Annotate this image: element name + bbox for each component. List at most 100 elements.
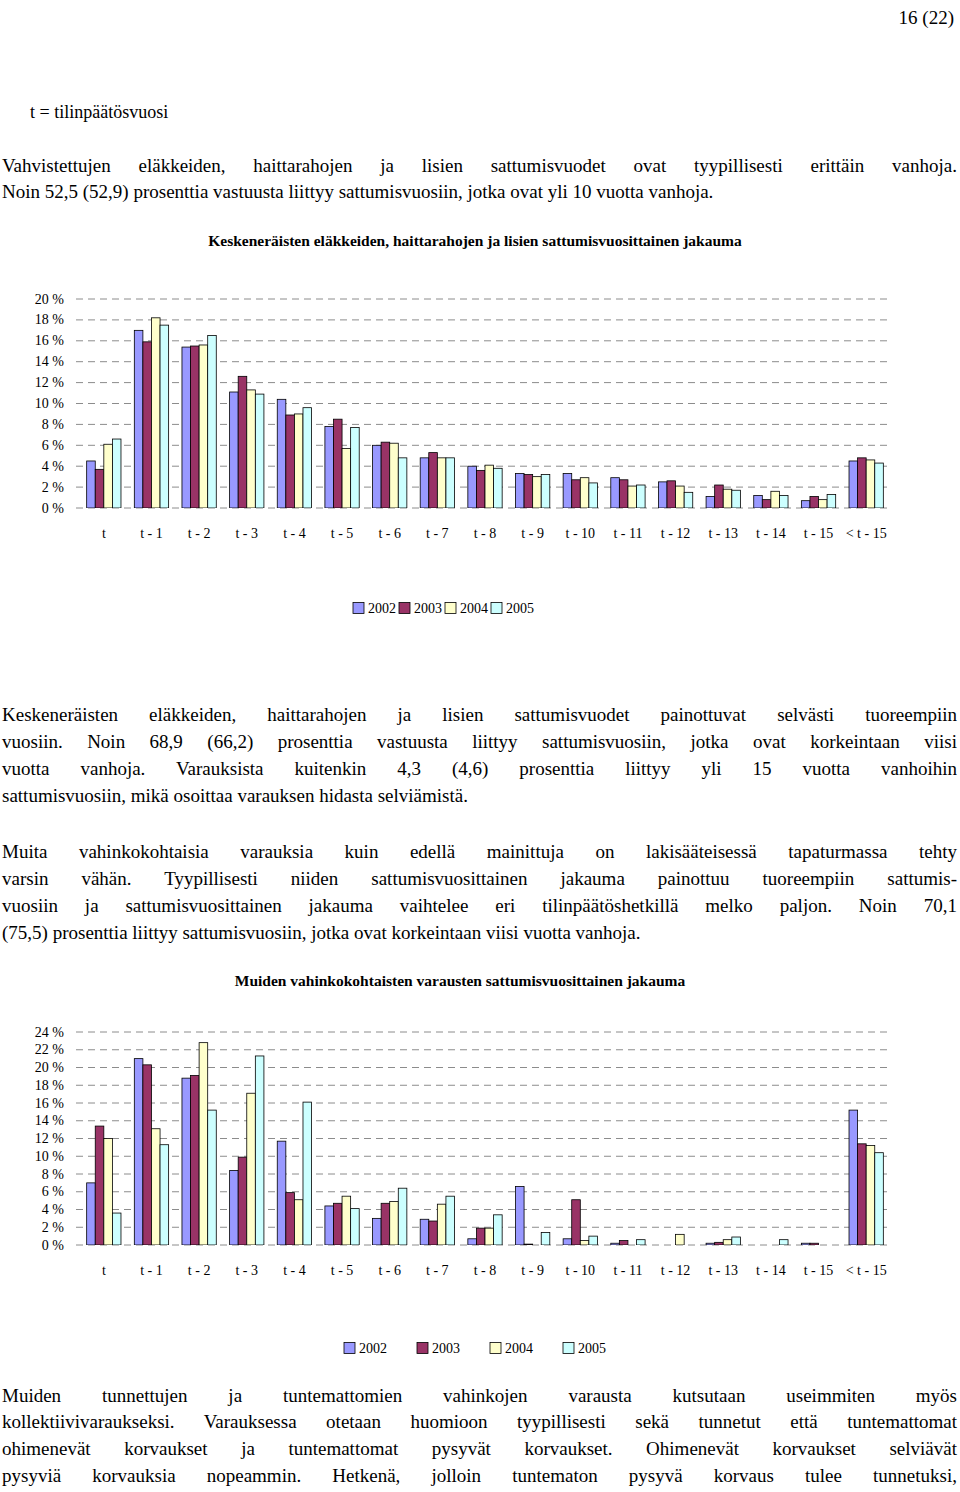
- bar: [151, 318, 160, 508]
- x-tick-label: t - 10: [566, 1263, 596, 1278]
- bar: [255, 394, 264, 508]
- y-tick-label: 2 %: [42, 480, 65, 495]
- bar: [771, 1245, 780, 1246]
- y-tick-label: 4 %: [42, 1202, 65, 1217]
- bars: [87, 318, 884, 508]
- legend-swatch: [445, 603, 456, 614]
- y-tick-label: 10 %: [35, 396, 65, 411]
- bar: [494, 1215, 503, 1245]
- bar: [715, 485, 724, 508]
- grid-line: [76, 1067, 890, 1068]
- bar: [494, 468, 503, 508]
- bar: [247, 1093, 256, 1245]
- chart-title: Muiden vahinkokohtaisten varausten sattu…: [235, 972, 686, 989]
- legend-label: 2005: [578, 1341, 606, 1356]
- bar: [87, 461, 96, 508]
- bar: [706, 1243, 715, 1245]
- bar: [580, 478, 589, 508]
- bar: [468, 1239, 477, 1245]
- bar: [303, 408, 312, 508]
- chart-title: Keskeneräisten eläkkeiden, haittarahojen…: [208, 232, 742, 249]
- legend-swatch: [491, 603, 502, 614]
- bar: [468, 466, 477, 508]
- bar: [134, 1059, 143, 1245]
- bar: [667, 481, 676, 508]
- bar: [723, 1240, 732, 1245]
- bar: [611, 1243, 620, 1245]
- bar: [515, 1186, 524, 1245]
- y-tick-label: 14 %: [35, 1113, 65, 1128]
- x-tick-label: < t - 15: [846, 526, 887, 541]
- bar: [373, 1218, 382, 1245]
- bar: [524, 475, 533, 508]
- bar: [143, 1065, 152, 1245]
- legend-swatch: [399, 603, 410, 614]
- bar: [580, 1241, 589, 1245]
- bar: [160, 325, 169, 508]
- bar: [134, 330, 143, 508]
- grid-line: [76, 319, 890, 320]
- y-tick-label: 6 %: [42, 438, 65, 453]
- paragraph-line: Noin 52,5 (52,9) prosenttia vastuusta li…: [2, 178, 957, 205]
- bar: [715, 1242, 724, 1245]
- y-tick-label: 2 %: [42, 1220, 65, 1235]
- legend-label: 2004: [460, 601, 488, 616]
- bar: [619, 1241, 628, 1245]
- x-tick-label: t - 3: [235, 526, 258, 541]
- bar: [533, 1245, 542, 1246]
- bar: [541, 475, 550, 508]
- bar: [563, 1239, 572, 1245]
- bar: [572, 1200, 581, 1245]
- bar: [429, 1221, 438, 1245]
- bar: [303, 1102, 312, 1245]
- y-tick-label: 18 %: [35, 312, 65, 327]
- bar: [572, 480, 581, 508]
- bar: [325, 426, 334, 508]
- bar: [390, 1202, 399, 1245]
- bar: [476, 1228, 485, 1245]
- bar: [437, 458, 446, 508]
- definition-note: t = tilinpäätösvuosi: [30, 99, 168, 125]
- legend-label: 2003: [414, 601, 442, 616]
- x-tick-label: t - 5: [331, 1263, 354, 1278]
- x-tick-label: t - 7: [426, 1263, 449, 1278]
- x-tick-label: t - 9: [521, 1263, 544, 1278]
- legend: 2002200320042005: [353, 601, 534, 616]
- bar: [160, 1145, 169, 1245]
- bar: [342, 1196, 351, 1245]
- x-tick-label: t - 1: [140, 1263, 163, 1278]
- x-tick-label: t - 8: [474, 1263, 497, 1278]
- bar: [87, 1183, 96, 1245]
- bar: [732, 1237, 741, 1245]
- x-tick-label: t - 2: [188, 1263, 211, 1278]
- bar: [723, 489, 732, 508]
- bar: [875, 1153, 884, 1245]
- bar: [247, 390, 256, 508]
- paragraph-line: sattumisvuosiin, mikä osoittaa varauksen…: [2, 782, 957, 809]
- paragraph-line: kollektiivivaraukseksi. Varauksessa otet…: [2, 1408, 957, 1435]
- y-tick-label: 22 %: [35, 1042, 65, 1057]
- x-tick-label: t - 4: [283, 526, 306, 541]
- bar: [589, 483, 598, 508]
- x-tick-label: t: [102, 526, 106, 541]
- y-tick-label: 8 %: [42, 1167, 65, 1182]
- y-tick-label: 16 %: [35, 1096, 65, 1111]
- bar: [325, 1206, 334, 1245]
- y-tick-label: 24 %: [35, 1025, 65, 1040]
- bar: [684, 492, 693, 508]
- paragraph-line: ohimenevät korvaukset ja tuntemattomat p…: [2, 1435, 957, 1462]
- bar: [420, 458, 429, 508]
- bar: [819, 500, 828, 508]
- bar: [801, 1243, 810, 1245]
- x-tick-label: t - 8: [474, 526, 497, 541]
- bar: [429, 453, 438, 508]
- bar: [476, 470, 485, 508]
- page-number: 16 (22): [899, 5, 954, 31]
- paragraph-line: Muiden tunnettujen ja tuntemattomien vah…: [2, 1382, 957, 1409]
- bar: [95, 1126, 104, 1245]
- grid-line: [76, 299, 890, 300]
- y-tick-label: 20 %: [35, 1060, 65, 1075]
- bar: [199, 345, 208, 508]
- bar: [208, 336, 217, 508]
- bar: [762, 1245, 771, 1246]
